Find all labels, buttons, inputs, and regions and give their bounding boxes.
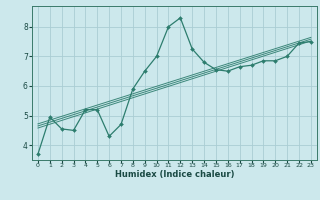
X-axis label: Humidex (Indice chaleur): Humidex (Indice chaleur): [115, 170, 234, 179]
